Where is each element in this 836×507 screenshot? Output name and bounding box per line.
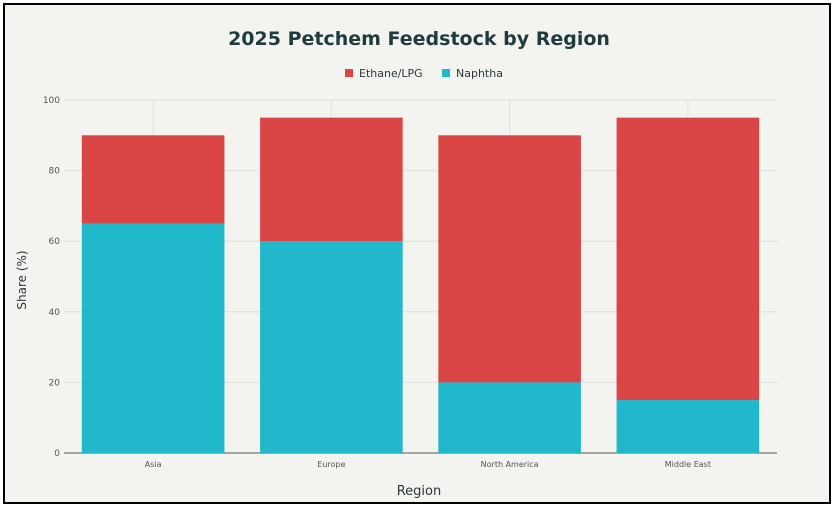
y-axis: 0 20 40 60 80 100 <box>43 96 60 459</box>
bar-naphtha-north-america <box>438 382 581 453</box>
x-tick-label-middle-east: Middle East <box>665 460 711 469</box>
y-tick-label: 100 <box>43 96 60 106</box>
bar-naphtha-asia <box>81 223 225 453</box>
y-tick-label: 40 <box>49 308 61 318</box>
y-tick-label: 60 <box>49 237 61 247</box>
y-tick-label: 20 <box>49 378 61 388</box>
legend: Ethane/LPG Naphtha <box>345 67 503 80</box>
y-tick-label: 80 <box>49 167 61 177</box>
bars <box>81 117 760 453</box>
x-tick-label-asia: Asia <box>145 460 162 469</box>
legend-label-naphtha: Naphtha <box>456 67 503 80</box>
x-tick-label-europe: Europe <box>317 460 345 469</box>
legend-swatch-ethane-lpg <box>345 69 353 77</box>
chart-frame: 2025 Petchem Feedstock by Region Ethane/… <box>3 3 831 504</box>
y-axis-label: Share (%) <box>15 250 29 309</box>
chart-title: 2025 Petchem Feedstock by Region <box>228 28 610 50</box>
bar-ethane-lpg-middle-east <box>616 117 760 401</box>
bar-ethane-lpg-north-america <box>438 135 581 383</box>
bar-naphtha-europe <box>260 241 403 453</box>
chart-svg: 2025 Petchem Feedstock by Region Ethane/… <box>15 28 777 499</box>
legend-swatch-naphtha <box>442 69 450 77</box>
legend-label-ethane-lpg: Ethane/LPG <box>359 67 423 80</box>
x-tick-label-north-america: North America <box>481 460 539 469</box>
x-axis: Asia Europe North America Middle East <box>145 460 711 469</box>
bar-naphtha-middle-east <box>616 400 760 453</box>
bar-ethane-lpg-europe <box>260 117 403 242</box>
x-axis-label: Region <box>397 484 442 499</box>
bar-ethane-lpg-asia <box>81 135 225 224</box>
y-tick-label: 0 <box>54 449 60 459</box>
